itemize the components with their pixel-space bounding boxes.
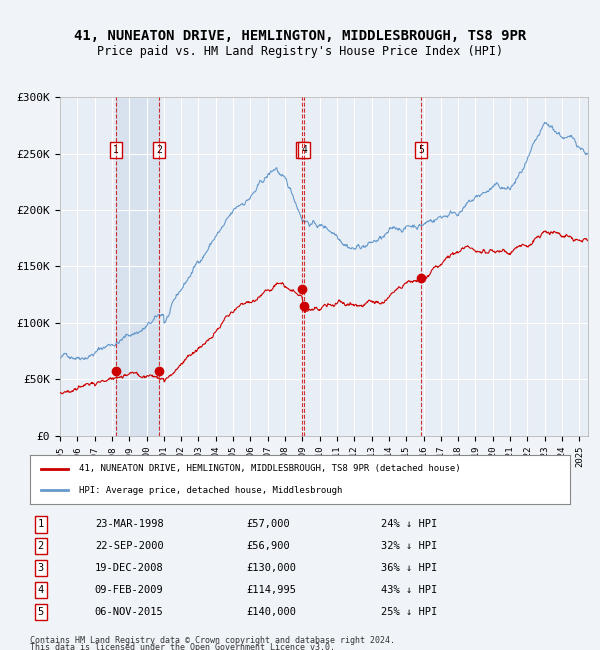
Text: 3: 3 xyxy=(299,145,305,155)
Text: 4: 4 xyxy=(38,585,44,595)
Text: 09-FEB-2009: 09-FEB-2009 xyxy=(95,585,164,595)
Text: £56,900: £56,900 xyxy=(246,541,290,551)
Text: 3: 3 xyxy=(38,563,44,573)
Text: 19-DEC-2008: 19-DEC-2008 xyxy=(95,563,164,573)
Text: 2: 2 xyxy=(156,145,162,155)
Text: Contains HM Land Registry data © Crown copyright and database right 2024.: Contains HM Land Registry data © Crown c… xyxy=(30,636,395,645)
Text: 23-MAR-1998: 23-MAR-1998 xyxy=(95,519,164,530)
Text: £130,000: £130,000 xyxy=(246,563,296,573)
Text: £57,000: £57,000 xyxy=(246,519,290,530)
Text: This data is licensed under the Open Government Licence v3.0.: This data is licensed under the Open Gov… xyxy=(30,644,335,650)
Text: 41, NUNEATON DRIVE, HEMLINGTON, MIDDLESBROUGH, TS8 9PR (detached house): 41, NUNEATON DRIVE, HEMLINGTON, MIDDLESB… xyxy=(79,464,460,473)
Text: 4: 4 xyxy=(301,145,307,155)
Text: 41, NUNEATON DRIVE, HEMLINGTON, MIDDLESBROUGH, TS8 9PR: 41, NUNEATON DRIVE, HEMLINGTON, MIDDLESB… xyxy=(74,29,526,44)
Text: Price paid vs. HM Land Registry's House Price Index (HPI): Price paid vs. HM Land Registry's House … xyxy=(97,46,503,58)
Text: 5: 5 xyxy=(418,145,424,155)
Text: 43% ↓ HPI: 43% ↓ HPI xyxy=(381,585,437,595)
Bar xyxy=(116,98,159,436)
Text: 5: 5 xyxy=(38,607,44,617)
Text: 24% ↓ HPI: 24% ↓ HPI xyxy=(381,519,437,530)
Text: £140,000: £140,000 xyxy=(246,607,296,617)
Text: 25% ↓ HPI: 25% ↓ HPI xyxy=(381,607,437,617)
Text: 22-SEP-2000: 22-SEP-2000 xyxy=(95,541,164,551)
Text: £114,995: £114,995 xyxy=(246,585,296,595)
Text: 2: 2 xyxy=(38,541,44,551)
Text: HPI: Average price, detached house, Middlesbrough: HPI: Average price, detached house, Midd… xyxy=(79,486,342,495)
Text: 32% ↓ HPI: 32% ↓ HPI xyxy=(381,541,437,551)
Text: 1: 1 xyxy=(38,519,44,530)
Text: 1: 1 xyxy=(113,145,119,155)
Text: 06-NOV-2015: 06-NOV-2015 xyxy=(95,607,164,617)
Text: 36% ↓ HPI: 36% ↓ HPI xyxy=(381,563,437,573)
